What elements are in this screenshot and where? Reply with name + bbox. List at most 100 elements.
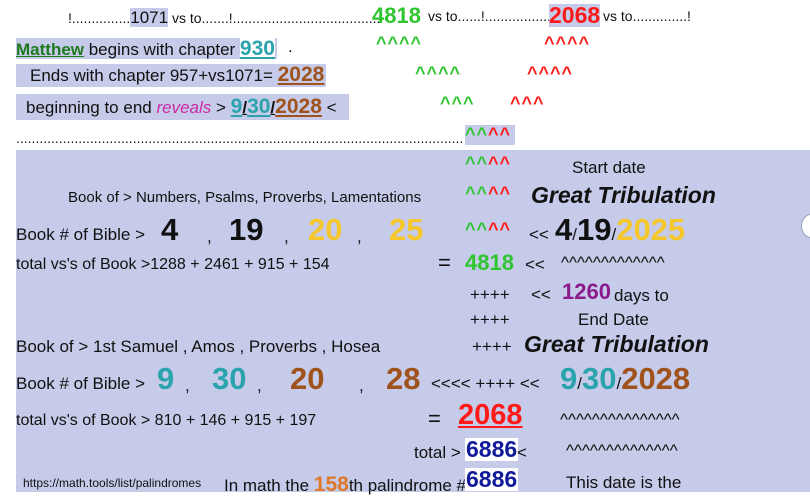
long-carets-2: ^^^^^^^^^^^^^^^ bbox=[560, 410, 680, 429]
date-2028: 2028 bbox=[275, 95, 322, 118]
carets-red-1: ^^^^ bbox=[544, 33, 591, 53]
arrow-left-2: << bbox=[525, 255, 545, 274]
carets-row-7: ^^^^ bbox=[465, 220, 511, 238]
date-day-30: 30 bbox=[581, 361, 617, 396]
url-link[interactable]: https://math.tools/list/palindromes bbox=[23, 476, 202, 490]
carets-green-2: ^^^^ bbox=[415, 63, 462, 83]
verse-2068: 2068 bbox=[549, 2, 601, 28]
ends-text: Ends with chapter 957+vs1071= bbox=[30, 66, 278, 85]
books-row-1: Book of > Numbers, Psalms, Proverbs, Lam… bbox=[68, 189, 422, 206]
carets-row-5: ^^^^ bbox=[465, 154, 511, 172]
long-carets-3: ^^^^^^^^^^^^^^ bbox=[566, 441, 678, 460]
start-date-value: 4/19/2025 bbox=[555, 214, 685, 245]
date-day-19: 19 bbox=[576, 212, 612, 247]
lt-sign: < bbox=[321, 98, 337, 117]
book-number-label-2: Book # of Bible > bbox=[16, 374, 146, 393]
carets-red-2: ^^^^ bbox=[527, 63, 574, 83]
arrow-left-3: << bbox=[531, 285, 551, 304]
carets-green-6: ^^ bbox=[465, 183, 489, 203]
book-number-30: 30 bbox=[212, 361, 247, 396]
book-number-4: 4 bbox=[161, 212, 179, 247]
matthew-link[interactable]: Matthew bbox=[16, 40, 84, 59]
total-verses-row-1: total vs's of Book >1288 + 2461 + 915 + … bbox=[16, 256, 330, 273]
palindrome-6886: 6886 bbox=[465, 466, 519, 492]
start-date-label: Start date bbox=[572, 158, 646, 177]
great-tribulation-1: Great Tribulation bbox=[531, 182, 716, 208]
plus-signs-2: ++++ bbox=[470, 310, 510, 329]
carets-green-3: ^^^ bbox=[440, 93, 475, 113]
book-number-25: 25 bbox=[389, 212, 424, 247]
book-number-label-1: Book # of Bible > bbox=[16, 225, 146, 244]
ends-line: Ends with chapter 957+vs1071= 2028 bbox=[16, 63, 327, 87]
carets-row-6: ^^^^ bbox=[465, 184, 511, 202]
end-date-value: 9/30/2028 bbox=[560, 363, 690, 394]
comma: , bbox=[185, 376, 190, 395]
vs-to-text-3: vs to..............! bbox=[603, 8, 691, 24]
period: . bbox=[288, 37, 293, 56]
great-tribulation-2: Great Tribulation bbox=[524, 331, 709, 357]
slash: / bbox=[270, 98, 276, 117]
long-carets-1: ^^^^^^^^^^^^^ bbox=[561, 253, 665, 272]
begins-text: begins with chapter bbox=[84, 40, 240, 59]
this-date-text: This date is the bbox=[566, 473, 682, 492]
palindrome-line: In math the 158th palindrome # is bbox=[224, 474, 483, 495]
vs-to-text-2: vs to......!.................. bbox=[428, 8, 555, 24]
carets-green-5: ^^ bbox=[465, 153, 489, 173]
reveals-text: reveals bbox=[156, 98, 212, 117]
dotted-separator: ........................................… bbox=[16, 131, 462, 145]
carets-green-4: ^^ bbox=[465, 124, 489, 144]
date-month-9: 9 bbox=[560, 361, 578, 396]
slash: / bbox=[611, 225, 617, 244]
total-2068: 2068 bbox=[458, 399, 523, 431]
date-30: 30 bbox=[247, 95, 271, 118]
end-date-label: End Date bbox=[578, 310, 649, 329]
plus-signs-3: ++++ bbox=[472, 337, 512, 356]
book-number-20: 20 bbox=[308, 212, 343, 247]
number-158: 158 bbox=[313, 473, 349, 496]
slash: / bbox=[572, 225, 577, 244]
slash: / bbox=[616, 374, 622, 393]
th-palindrome-text: th palindrome # is bbox=[348, 476, 484, 495]
carets-red-5: ^^ bbox=[488, 153, 512, 173]
total-4818: 4818 bbox=[465, 250, 514, 275]
books-row-2: Book of > 1st Samuel , Amos , Proverbs ,… bbox=[16, 337, 381, 356]
equals-sign-2: = bbox=[428, 406, 441, 431]
book-number-20b: 20 bbox=[290, 361, 325, 396]
date-month-4: 4 bbox=[555, 212, 573, 247]
total-gt-label: total > bbox=[414, 443, 461, 462]
carets-green-1: ^^^^ bbox=[376, 33, 423, 53]
date-year-2025: 2025 bbox=[616, 212, 686, 247]
days-1260: 1260 bbox=[562, 279, 611, 304]
beginning-text: beginning to end bbox=[26, 98, 157, 117]
comma: , bbox=[357, 227, 362, 246]
end-2028: 2028 bbox=[277, 63, 325, 86]
gt-sign: > bbox=[211, 98, 231, 117]
vs-to-text: vs to.......!...........................… bbox=[168, 10, 381, 26]
palindrome-url[interactable]: https://math.tools/list/palindromes bbox=[23, 477, 201, 489]
date-9: 9 bbox=[230, 95, 243, 118]
carets-red-4: ^^ bbox=[488, 124, 512, 144]
beginning-line: beginning to end reveals > 9/30/2028 < bbox=[16, 94, 349, 120]
lt-small: < bbox=[517, 443, 527, 462]
carets-red-6: ^^ bbox=[488, 183, 512, 203]
in-math-text: In math the bbox=[224, 476, 314, 495]
slash: / bbox=[577, 374, 582, 393]
book-number-19: 19 bbox=[229, 212, 264, 247]
total-verses-row-2: total vs's of Book > 810 + 146 + 915 + 1… bbox=[16, 412, 317, 429]
matthew-line: Matthew begins with chapter 930 bbox=[16, 37, 277, 60]
comma: , bbox=[284, 227, 289, 246]
verse-4818: 4818 bbox=[372, 3, 421, 28]
carets-red-3: ^^^ bbox=[510, 93, 545, 113]
comma: , bbox=[359, 376, 364, 395]
days-to-text: days to bbox=[614, 286, 669, 305]
carets-box: ^^^^ bbox=[465, 124, 516, 145]
plus-signs-1: ++++ bbox=[470, 285, 510, 304]
dots-text: !............... bbox=[68, 10, 131, 26]
carets-red-7: ^^ bbox=[488, 219, 512, 239]
date-year-2028: 2028 bbox=[621, 361, 691, 396]
lower-background bbox=[16, 150, 810, 492]
carets-green-7: ^^ bbox=[465, 219, 489, 239]
chapter-930: 930 bbox=[239, 37, 275, 60]
slash: / bbox=[242, 98, 248, 117]
equals-sign-1: = bbox=[438, 250, 451, 275]
